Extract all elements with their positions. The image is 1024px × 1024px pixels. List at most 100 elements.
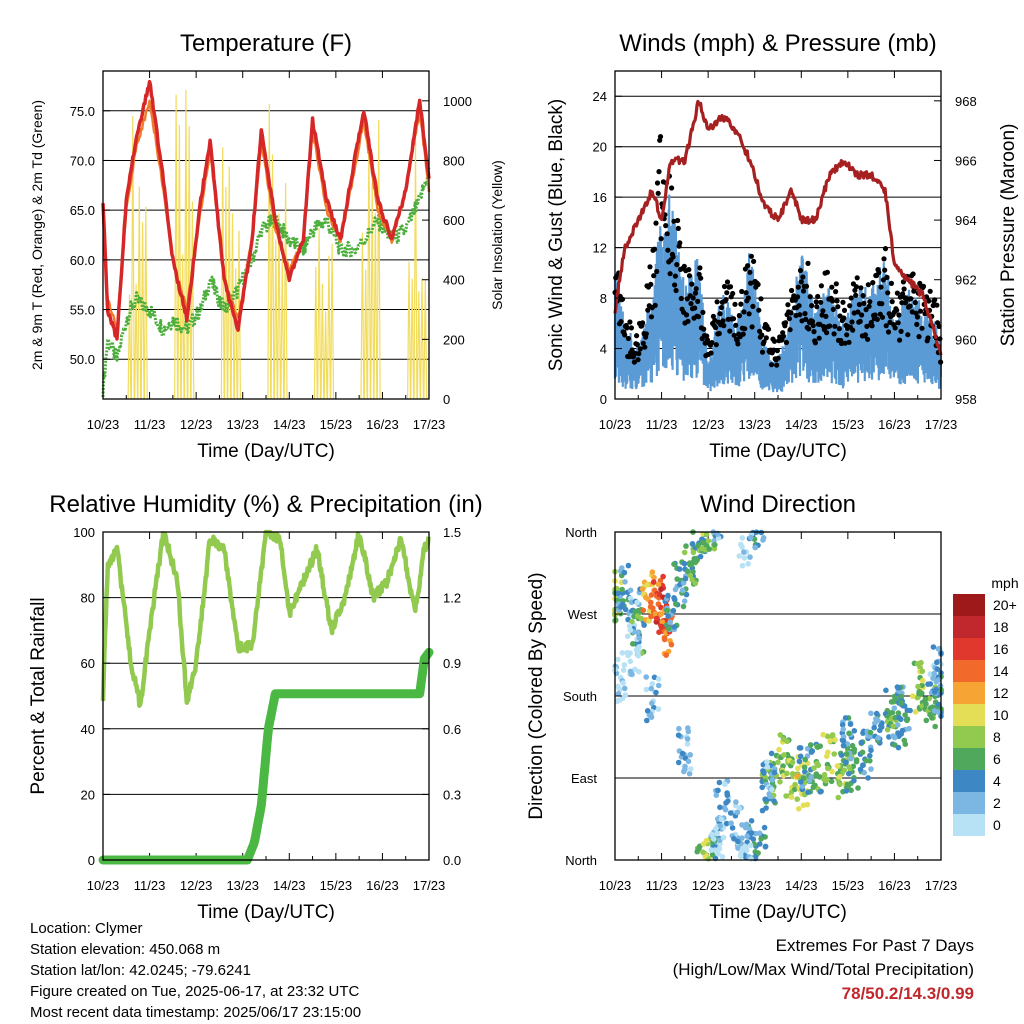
gust-point — [807, 294, 813, 300]
direction-point — [700, 849, 706, 855]
direction-point — [621, 662, 628, 668]
gust-point — [741, 309, 747, 315]
gust-point — [903, 300, 909, 306]
direction-point — [747, 534, 754, 541]
legend-label: 12 — [993, 685, 1009, 701]
direction-point — [612, 617, 619, 623]
gust-point — [797, 267, 804, 274]
gust-point — [820, 308, 826, 314]
direction-point — [715, 531, 721, 537]
direction-point — [796, 758, 803, 765]
y-tick-label: 60 — [81, 656, 95, 671]
extremes-title: Extremes For Past 7 Days — [775, 936, 974, 955]
gust-point — [920, 283, 927, 289]
direction-point — [724, 792, 731, 798]
x-tick-label: 11/23 — [646, 878, 678, 893]
gust-point — [824, 269, 831, 275]
direction-point — [823, 776, 829, 782]
direction-point — [666, 625, 672, 632]
x-tick-label: 11/23 — [134, 417, 166, 432]
direction-point — [878, 724, 885, 730]
gust-point — [651, 246, 658, 252]
gust-point — [686, 273, 693, 279]
y-tick-label: 12 — [593, 241, 607, 256]
direction-point — [636, 644, 642, 650]
gust-point — [796, 303, 802, 309]
gust-point — [885, 290, 891, 296]
gust-point — [618, 319, 624, 325]
gust-point — [645, 307, 651, 313]
gust-point — [810, 322, 816, 329]
direction-point — [895, 685, 902, 691]
direction-point — [680, 580, 687, 586]
y-tick-label: 65.0 — [70, 203, 95, 218]
y-tick-label: North — [565, 525, 597, 540]
direction-point — [729, 825, 736, 831]
gust-point — [689, 281, 695, 287]
gust-point — [899, 300, 905, 306]
direction-point — [891, 734, 898, 741]
gust-point — [693, 286, 699, 292]
direction-point — [808, 774, 814, 780]
gust-point — [648, 314, 655, 320]
gust-point — [768, 362, 775, 368]
direction-point — [851, 746, 858, 753]
gust-point — [713, 325, 719, 331]
y-tick-label: 50.0 — [70, 352, 95, 367]
direction-point — [629, 618, 635, 625]
gust-point — [858, 285, 864, 291]
gust-point — [785, 302, 791, 308]
gust-point — [656, 169, 662, 175]
direction-point — [935, 677, 942, 683]
direction-point — [619, 565, 625, 571]
legend-label: 14 — [993, 663, 1009, 679]
gust-point — [665, 247, 671, 253]
y-tick-label-right: 0.9 — [443, 656, 461, 671]
gust-point — [653, 220, 659, 226]
gust-point — [657, 134, 664, 140]
gust-point — [652, 302, 658, 308]
x-tick-label: 15/23 — [832, 417, 865, 432]
gust-point — [879, 301, 885, 307]
gust-point — [714, 299, 720, 305]
direction-point — [898, 693, 905, 700]
direction-point — [694, 848, 700, 855]
direction-point — [664, 607, 670, 614]
direction-point — [759, 784, 765, 791]
direction-point — [843, 788, 850, 794]
direction-point — [687, 752, 693, 758]
x-tick-label: 14/23 — [785, 417, 818, 432]
gust-point — [861, 300, 867, 306]
direction-point — [643, 674, 649, 680]
direction-point — [621, 569, 628, 576]
x-tick-label: 15/23 — [832, 878, 865, 893]
gust-point — [667, 271, 673, 277]
direction-point — [741, 549, 747, 555]
x-tick-label: 13/23 — [226, 417, 259, 432]
y-axis-label: Sonic Wind & Gust (Blue, Black) — [546, 99, 567, 371]
direction-point — [681, 598, 688, 604]
direction-point — [761, 824, 768, 831]
direction-point — [764, 759, 770, 765]
direction-point — [896, 714, 902, 721]
gust-point — [937, 336, 943, 342]
gust-point — [912, 299, 918, 306]
direction-point — [690, 549, 697, 556]
gust-point — [681, 263, 687, 269]
direction-point — [895, 730, 901, 736]
direction-point — [649, 569, 656, 575]
direction-point — [771, 798, 777, 804]
direction-point — [807, 742, 814, 748]
gust-point — [692, 305, 698, 311]
direction-point — [863, 757, 869, 764]
gust-point — [786, 316, 793, 322]
direction-point — [848, 787, 854, 794]
gust-point — [907, 303, 913, 309]
y-tick-label: 20 — [593, 140, 607, 155]
direction-point — [839, 722, 846, 728]
gust-point — [896, 312, 902, 318]
direction-point — [875, 735, 882, 741]
gust-point — [749, 324, 755, 330]
direction-point — [697, 553, 704, 560]
